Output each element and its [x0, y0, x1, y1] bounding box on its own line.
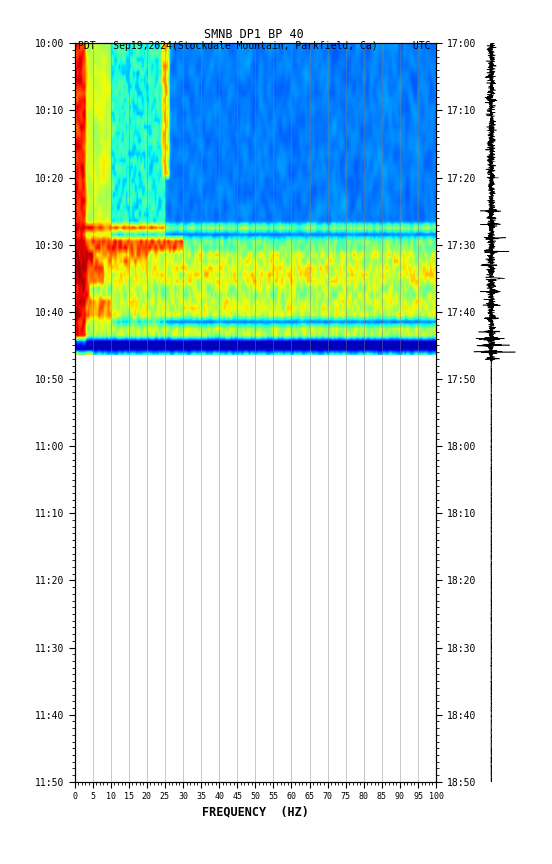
X-axis label: FREQUENCY  (HZ): FREQUENCY (HZ)	[202, 805, 309, 818]
Text: SMNB DP1 BP 40: SMNB DP1 BP 40	[204, 28, 304, 41]
Text: PDT   Sep19,2024(Stockdale Mountain, Parkfield, Ca)      UTC: PDT Sep19,2024(Stockdale Mountain, Parkf…	[78, 41, 430, 52]
